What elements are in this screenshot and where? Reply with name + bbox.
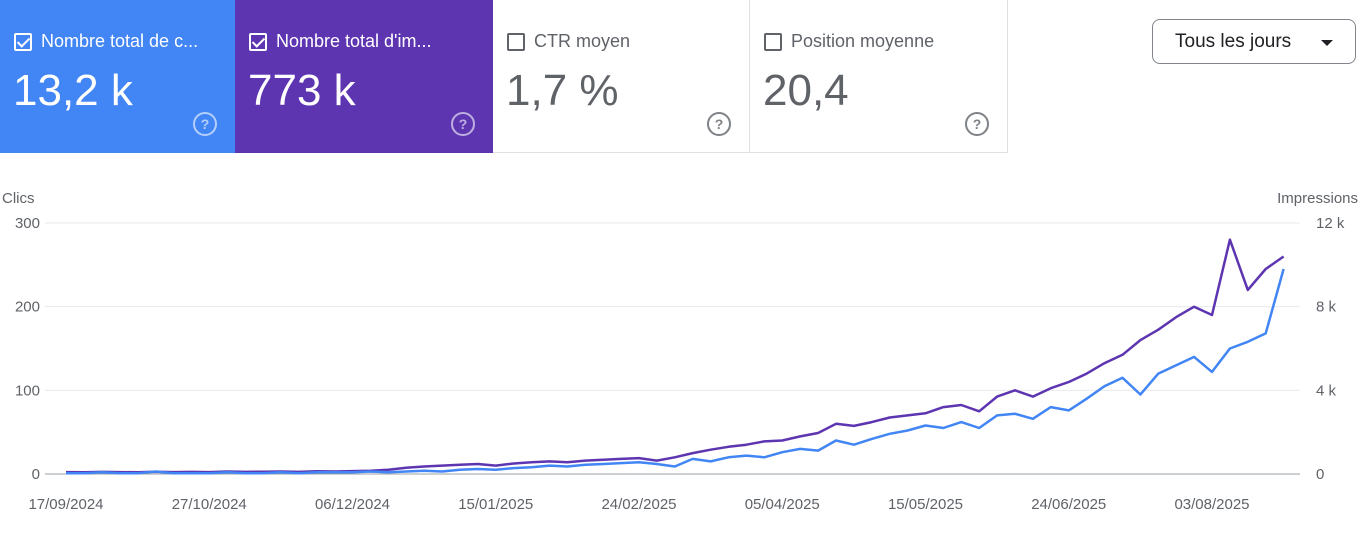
metric-card-impressions[interactable]: Nombre total d'im... 773 k ? xyxy=(235,0,493,153)
x-tick-label: 24/02/2025 xyxy=(601,496,676,513)
y2-tick-label: 0 xyxy=(1316,466,1324,483)
y2-tick-label: 4 k xyxy=(1316,382,1337,399)
checkbox-icon[interactable] xyxy=(14,32,32,51)
metric-value: 1,7 % xyxy=(506,66,619,115)
x-tick-label: 24/06/2025 xyxy=(1031,496,1106,513)
metric-value: 13,2 k xyxy=(13,66,133,115)
metric-card-clicks[interactable]: Nombre total de c... 13,2 k ? xyxy=(0,0,235,153)
x-tick-label: 03/08/2025 xyxy=(1174,496,1249,513)
x-tick-label: 05/04/2025 xyxy=(745,496,820,513)
metric-card-ctr[interactable]: CTR moyen 1,7 % ? xyxy=(493,0,750,153)
left-axis-title: Clics xyxy=(2,190,35,207)
caret-down-icon xyxy=(1321,40,1333,46)
x-tick-label: 15/01/2025 xyxy=(458,496,533,513)
right-axis-title: Impressions xyxy=(1277,190,1358,207)
metric-label: Nombre total d'im... xyxy=(276,31,432,51)
help-icon[interactable]: ? xyxy=(451,112,475,136)
y-tick-label: 100 xyxy=(15,382,40,399)
date-granularity-dropdown[interactable]: Tous les jours xyxy=(1152,19,1356,64)
help-icon[interactable]: ? xyxy=(965,112,989,136)
x-tick-label: 17/09/2024 xyxy=(28,496,103,513)
y-tick-label: 200 xyxy=(15,299,40,316)
help-icon[interactable]: ? xyxy=(707,112,731,136)
checkbox-icon[interactable] xyxy=(764,32,782,51)
metric-value: 773 k xyxy=(248,66,356,115)
y2-tick-label: 8 k xyxy=(1316,299,1337,316)
metric-label: Nombre total de c... xyxy=(41,31,199,51)
dropdown-value: Tous les jours xyxy=(1175,30,1292,52)
x-tick-label: 27/10/2024 xyxy=(172,496,247,513)
metric-card-position[interactable]: Position moyenne 20,4 ? xyxy=(750,0,1008,153)
y2-tick-label: 12 k xyxy=(1316,215,1345,232)
y-tick-label: 300 xyxy=(15,215,40,232)
help-icon[interactable]: ? xyxy=(193,112,217,136)
x-tick-label: 06/12/2024 xyxy=(315,496,390,513)
series-line-clics xyxy=(66,268,1285,475)
metric-value: 20,4 xyxy=(763,66,849,115)
series-line-impressions xyxy=(65,238,1285,474)
checkbox-icon[interactable] xyxy=(507,32,525,51)
x-tick-label: 15/05/2025 xyxy=(888,496,963,513)
metric-label: Position moyenne xyxy=(791,31,935,51)
checkbox-icon[interactable] xyxy=(249,32,267,51)
metric-label: CTR moyen xyxy=(534,31,631,51)
y-tick-label: 0 xyxy=(32,466,40,483)
